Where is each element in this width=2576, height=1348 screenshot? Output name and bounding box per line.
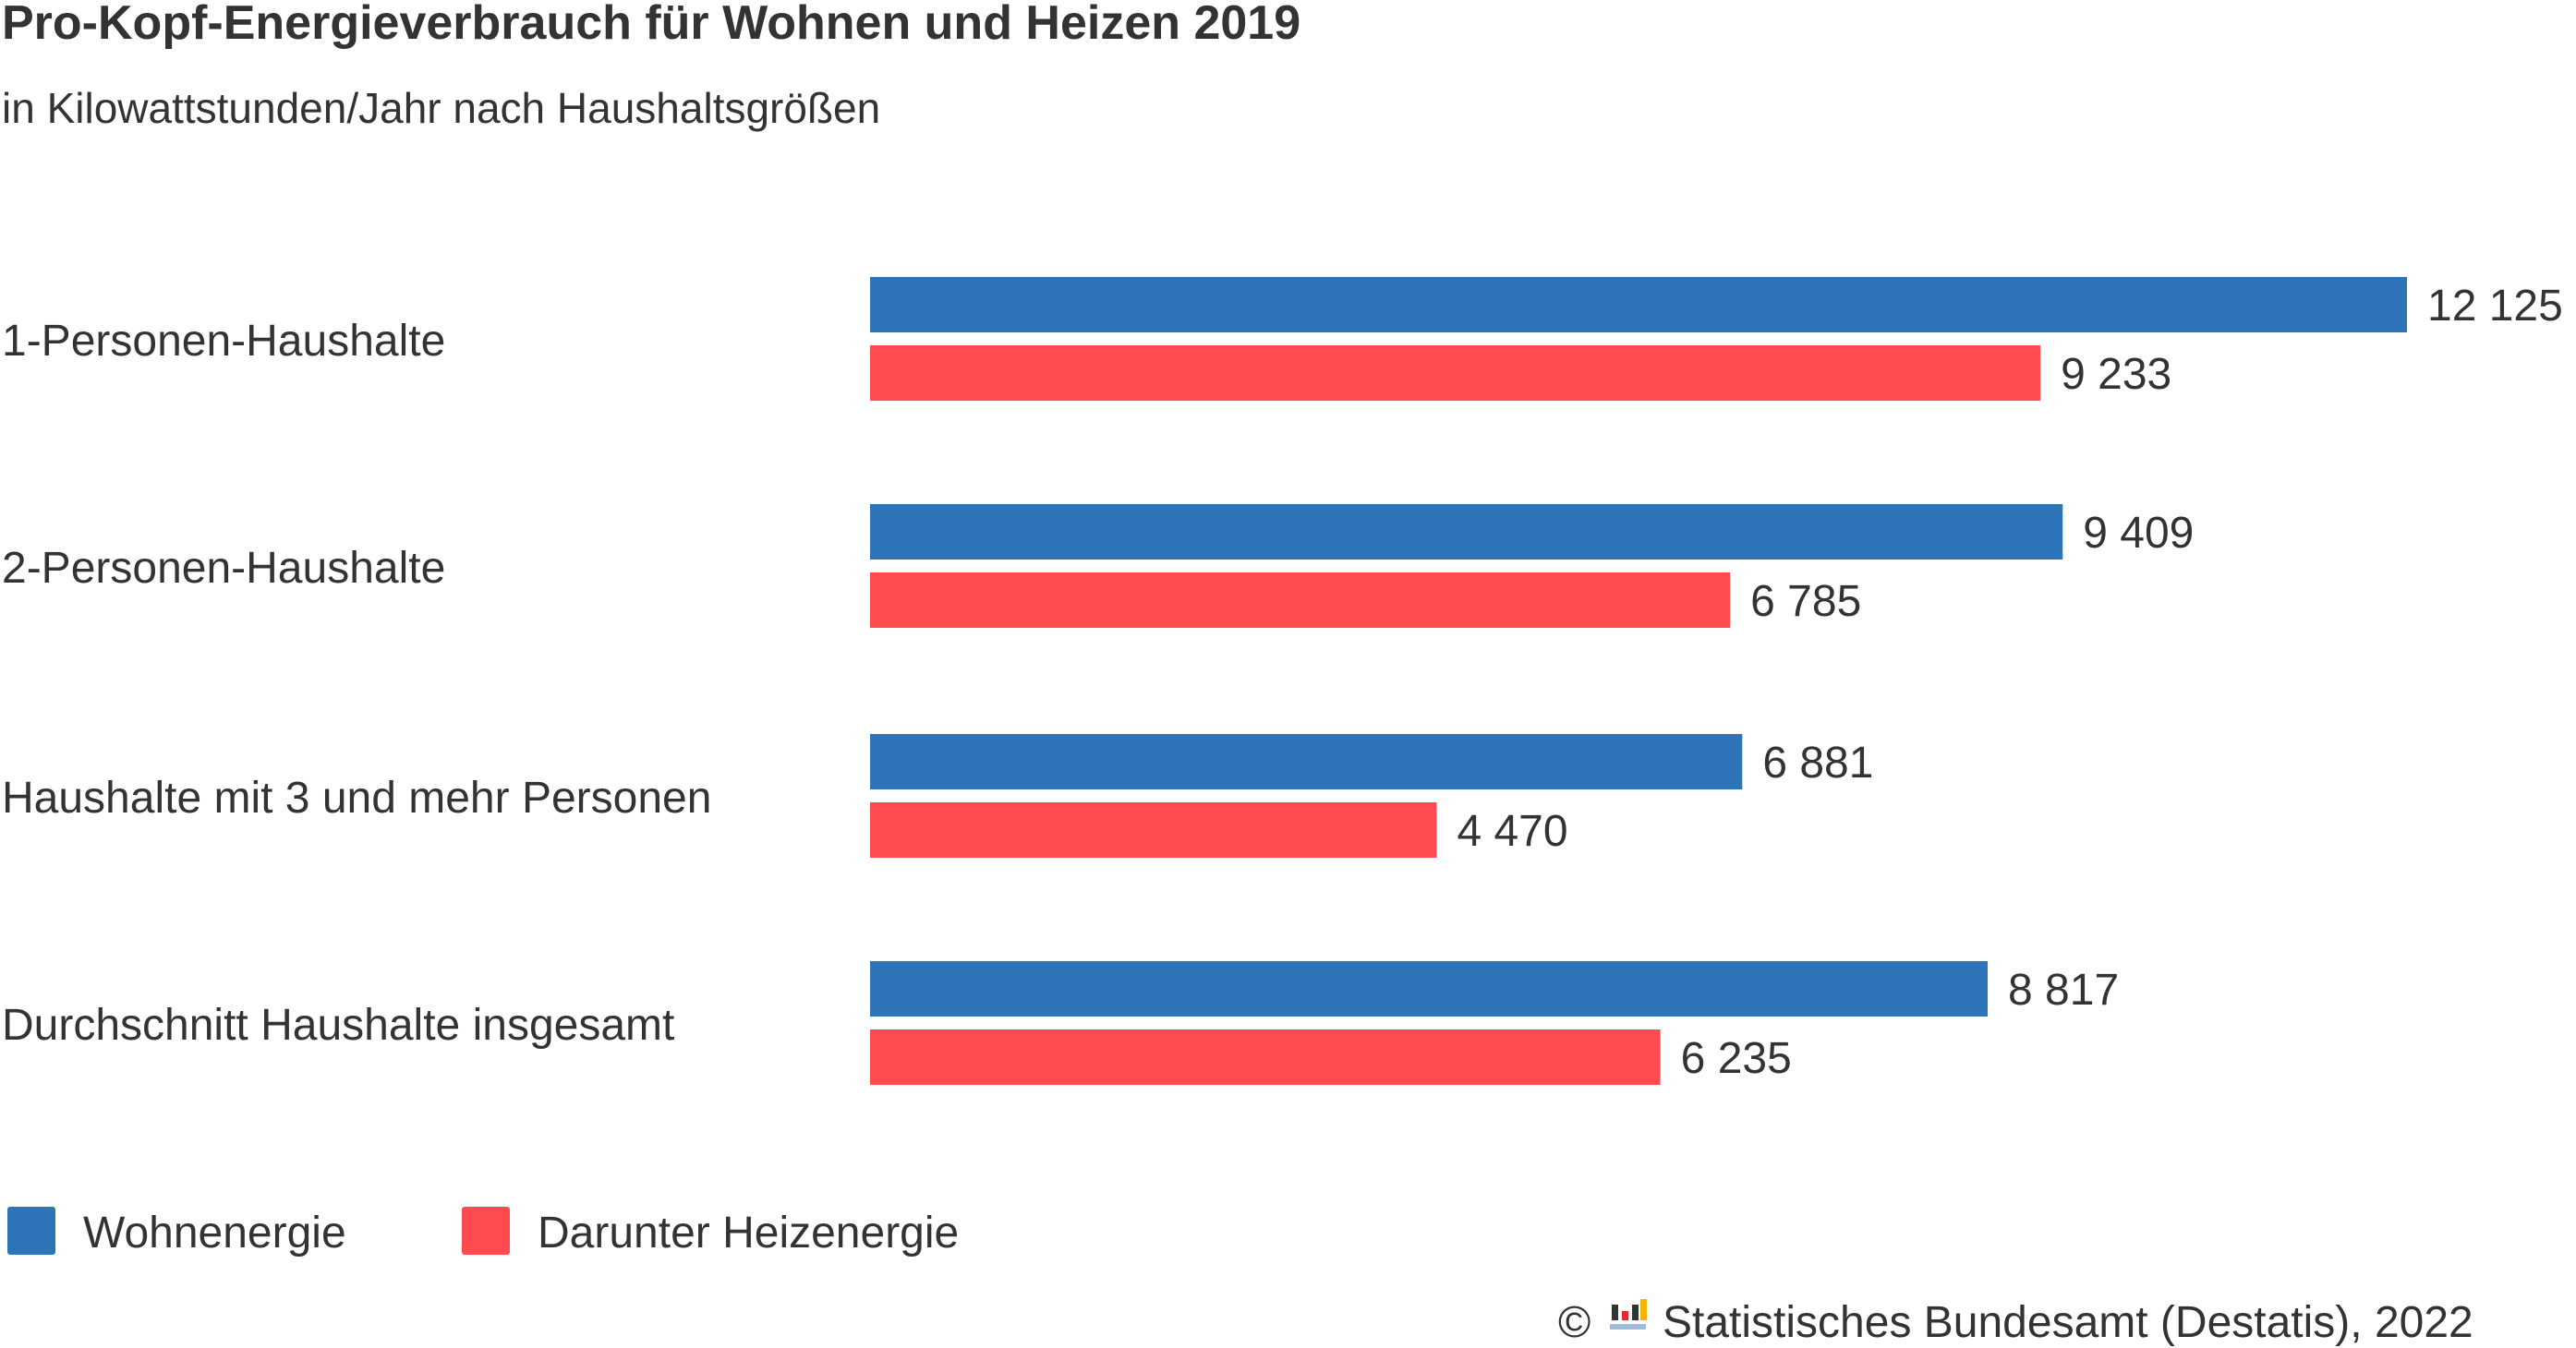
bar: [870, 504, 2063, 560]
category-label: Durchschnitt Haushalte insgesamt: [2, 1001, 674, 1050]
legend-label: Wohnenergie: [83, 1209, 346, 1258]
data-label: 4 470: [1457, 807, 1567, 856]
category-label: Haushalte mit 3 und mehr Personen: [2, 774, 711, 823]
bar: [870, 802, 1437, 858]
legend-label: Darunter Heizenergie: [538, 1209, 959, 1258]
legend-swatch: [7, 1207, 55, 1255]
data-label: 9 233: [2061, 350, 2171, 399]
source-credit: © Statistisches Bundesamt (Destatis), 20…: [1558, 1298, 2473, 1347]
data-label: 9 409: [2083, 509, 2194, 558]
data-label: 6 235: [1681, 1034, 1792, 1083]
category-label: 1-Personen-Haushalte: [2, 317, 445, 366]
bar: [870, 1029, 1661, 1085]
source-text: Statistisches Bundesamt (Destatis), 2022: [1663, 1298, 2473, 1347]
data-label: 6 881: [1762, 739, 1873, 788]
bar: [870, 277, 2407, 332]
legend-swatch: [462, 1207, 510, 1255]
bar: [870, 345, 2041, 401]
category-label: 2-Personen-Haushalte: [2, 544, 445, 593]
legend: Wohnenergie Darunter Heizenergie: [7, 1207, 959, 1258]
bar: [870, 572, 1731, 628]
destatis-logo-icon: [1610, 1299, 1647, 1330]
category-labels: 1-Personen-Haushalte 2-Personen-Haushalte…: [2, 317, 711, 1050]
data-label: 12 125: [2427, 282, 2563, 331]
bar: [870, 734, 1743, 789]
bar: [870, 961, 1989, 1017]
data-label: 6 785: [1750, 577, 1861, 626]
chart-title: Pro-Kopf-Energieverbrauch für Wohnen und…: [2, 0, 1300, 50]
plot-area: 12 125 9 233 9 409 6 785 6 881 4 470 8 817 6 23…: [870, 277, 2563, 1085]
data-label: 8 817: [2008, 966, 2119, 1015]
chart-subtitle: in Kilowattstunden/Jahr nach Haushaltsgr…: [2, 84, 880, 132]
copyright-symbol: ©: [1558, 1298, 1590, 1347]
